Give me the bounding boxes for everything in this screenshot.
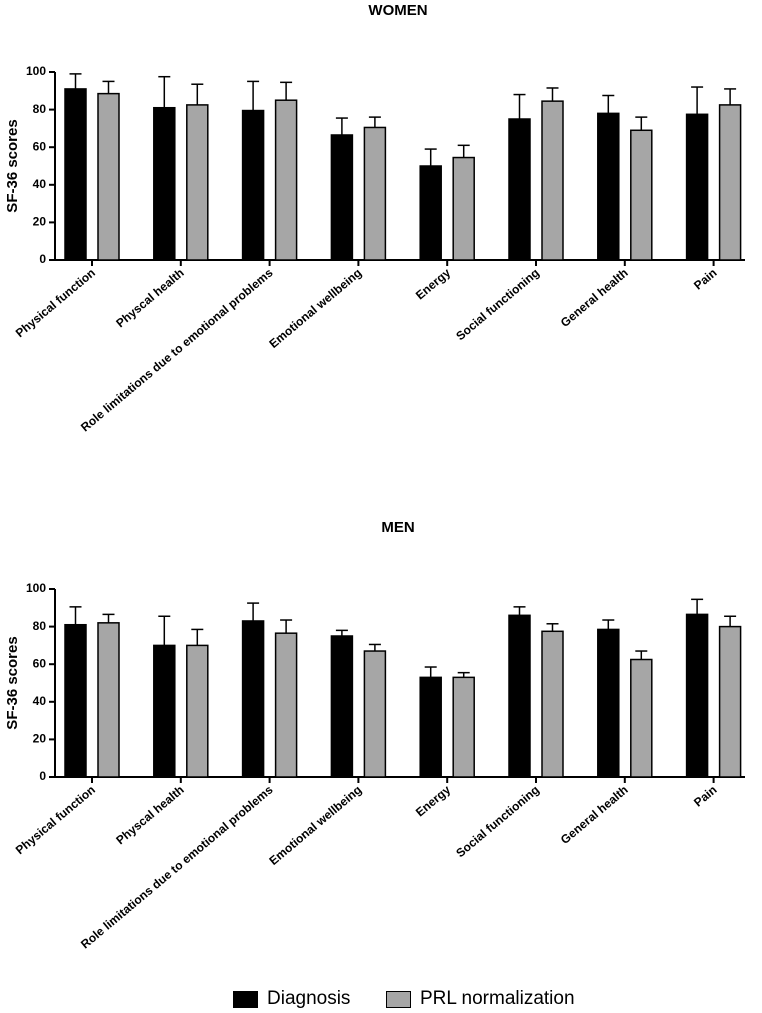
- y-tick-label: 80: [33, 619, 47, 633]
- y-tick-label: 20: [33, 732, 47, 746]
- x-tick-label: Physcal health: [113, 783, 186, 848]
- x-tick-label: Energy: [413, 265, 453, 302]
- bar-diagnosis-physcal-health: [153, 644, 176, 778]
- x-tick-label: Emotional wellbeing: [266, 266, 364, 351]
- bar-diagnosis-social-functioning: [508, 614, 531, 778]
- x-tick-label: Pain: [691, 783, 719, 810]
- bar-diagnosis-social-functioning: [508, 118, 531, 261]
- x-tick-label: Social functioning: [453, 266, 542, 344]
- y-tick-label: 80: [33, 102, 47, 116]
- bar-prl-normalization-physical-function: [97, 622, 120, 778]
- y-axis-label: SF-36 scores: [4, 636, 21, 729]
- chart-panel-men: MEN SF-36 scores 0 20 40 60 80 100 Physical func…: [4, 519, 745, 951]
- bar-diagnosis-general-health: [597, 112, 620, 261]
- bar-diagnosis-energy: [419, 165, 442, 261]
- bar-prl-normalization-general-health: [630, 658, 653, 778]
- x-tick-label: Physcal health: [113, 266, 186, 331]
- y-tick-label: 0: [39, 769, 46, 783]
- bar-diagnosis-role-limitations-due-to-emotional-problems: [241, 109, 265, 261]
- x-tick-label: Pain: [691, 266, 719, 293]
- y-tick-label: 20: [33, 215, 47, 229]
- x-tick-label: Role limitations due to emotional proble…: [78, 265, 276, 434]
- legend-swatch-diagnosis: [233, 990, 258, 1008]
- y-tick-label: 0: [39, 252, 46, 266]
- legend-item-diagnosis: Diagnosis: [233, 987, 350, 1011]
- y-tick-label: 100: [26, 64, 46, 78]
- bar-prl-normalization-physcal-health: [186, 644, 209, 778]
- bar-prl-normalization-physcal-health: [186, 104, 209, 261]
- chart-title: WOMEN: [368, 2, 427, 19]
- bar-diagnosis-physcal-health: [153, 106, 176, 261]
- bar-prl-normalization-emotional-wellbeing: [363, 126, 387, 261]
- y-axis-label: SF-36 scores: [4, 119, 21, 212]
- bar-diagnosis-pain: [685, 113, 709, 261]
- bar-diagnosis-emotional-wellbeing: [330, 635, 354, 778]
- x-tick-label: Role limitations due to emotional proble…: [78, 782, 276, 951]
- bar-prl-normalization-role-limitations-due-to-emotional-problems: [274, 632, 298, 778]
- legend-label-prl-normalization: PRL normalization: [420, 988, 575, 1009]
- x-tick-label: Social functioning: [453, 783, 542, 861]
- bar-prl-normalization-social-functioning: [541, 630, 564, 778]
- bar-prl-normalization-energy: [452, 156, 475, 261]
- legend-swatch-prl-normalization: [386, 990, 411, 1008]
- legend-label-diagnosis: Diagnosis: [267, 988, 351, 1009]
- bar-prl-normalization-pain: [718, 104, 742, 261]
- x-tick-label: Emotional wellbeing: [266, 783, 364, 868]
- bar-prl-normalization-general-health: [630, 129, 653, 261]
- legend-item-prl-normalization: PRL normalization: [386, 987, 575, 1011]
- chart-title: MEN: [381, 519, 414, 536]
- bar-diagnosis-general-health: [597, 628, 620, 778]
- x-tick-label: Energy: [413, 782, 453, 819]
- y-tick-label: 100: [26, 581, 46, 595]
- bar-diagnosis-pain: [685, 613, 709, 778]
- chart-panel-women: WOMEN SF-36 scores 0 20 40 60 80 100 Physical fu…: [4, 2, 745, 434]
- x-tick-label: Physical function: [13, 266, 98, 341]
- bar-prl-normalization-pain: [718, 625, 742, 778]
- bar-diagnosis-emotional-wellbeing: [330, 134, 354, 261]
- bar-prl-normalization-emotional-wellbeing: [363, 650, 387, 778]
- x-tick-label: General health: [558, 266, 631, 330]
- bar-diagnosis-physical-function: [64, 88, 87, 261]
- bar-diagnosis-energy: [419, 676, 442, 778]
- bar-prl-normalization-energy: [452, 676, 475, 778]
- y-tick-label: 60: [33, 139, 47, 153]
- bar-prl-normalization-role-limitations-due-to-emotional-problems: [274, 99, 298, 261]
- y-tick-label: 40: [33, 694, 47, 708]
- x-tick-label: Physical function: [13, 783, 98, 858]
- x-tick-label: General health: [558, 783, 631, 847]
- y-tick-label: 40: [33, 177, 47, 191]
- bar-diagnosis-physical-function: [64, 623, 87, 778]
- legend: Diagnosis PRL normalization: [0, 985, 762, 1013]
- bar-prl-normalization-social-functioning: [541, 100, 564, 261]
- y-tick-label: 60: [33, 656, 47, 670]
- bar-diagnosis-role-limitations-due-to-emotional-problems: [241, 620, 265, 778]
- bar-prl-normalization-physical-function: [97, 92, 120, 261]
